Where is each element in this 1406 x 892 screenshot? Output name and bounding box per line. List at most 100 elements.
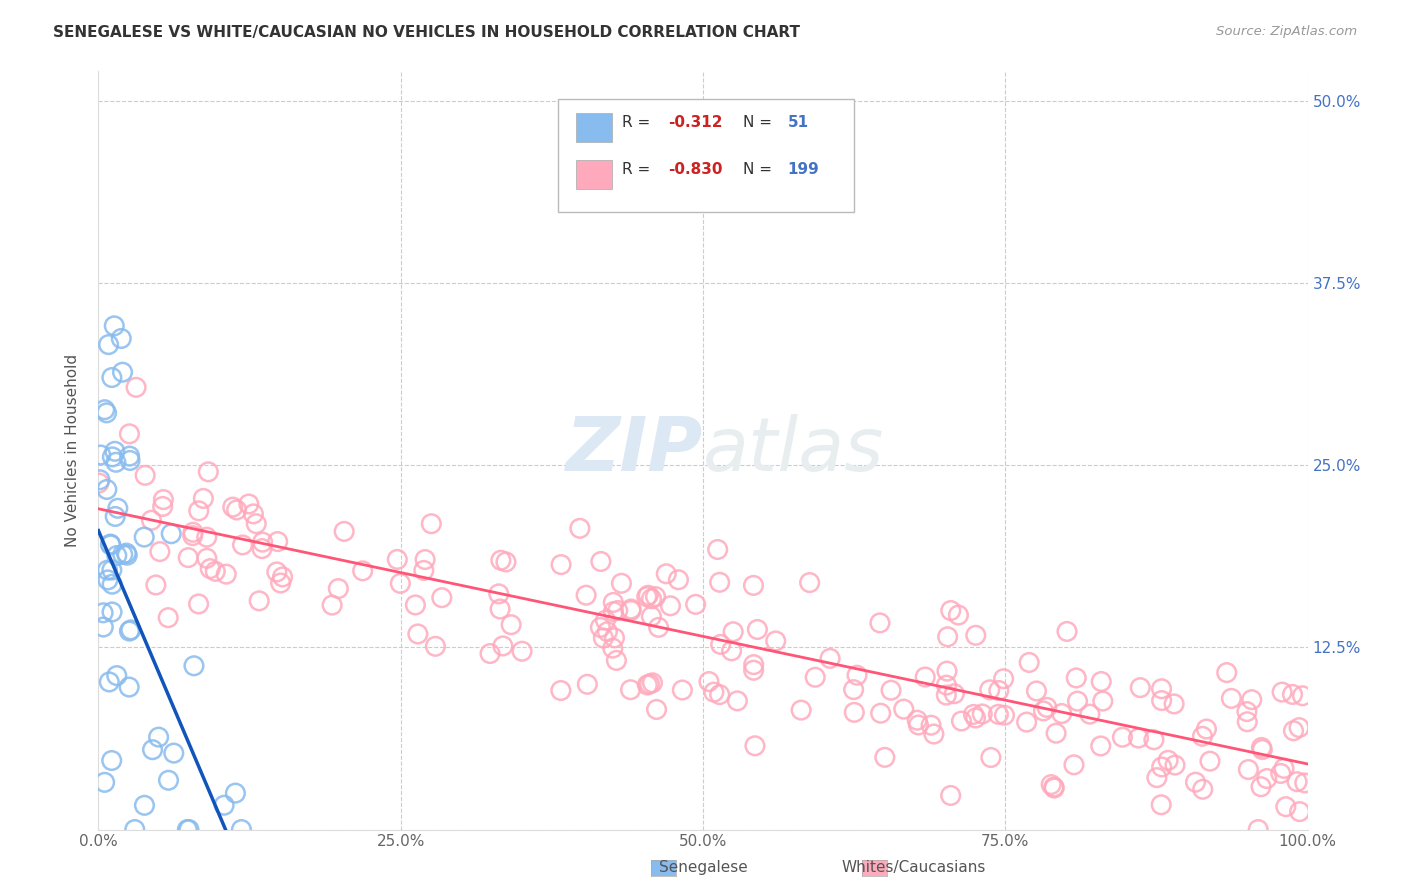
Point	[846, 668, 869, 682]
Point	[993, 708, 1015, 723]
Point	[225, 503, 247, 517]
Point	[920, 718, 942, 732]
Point	[1256, 772, 1278, 786]
Point	[1288, 721, 1310, 735]
Point	[1184, 775, 1206, 789]
Point	[935, 688, 957, 702]
Point	[224, 786, 246, 800]
Point	[142, 742, 165, 756]
Point	[1078, 707, 1101, 722]
Point	[703, 685, 725, 699]
Point	[1111, 730, 1133, 744]
Point	[655, 566, 678, 581]
Point	[118, 426, 141, 441]
Point	[1157, 753, 1180, 767]
Point	[1045, 726, 1067, 740]
Point	[602, 641, 624, 656]
Point	[640, 591, 662, 606]
Point	[1220, 691, 1243, 706]
Point	[87, 476, 110, 491]
Point	[907, 718, 929, 732]
Point	[668, 573, 690, 587]
Point	[645, 702, 668, 716]
Text: 199: 199	[787, 162, 820, 178]
Point	[118, 680, 141, 694]
Point	[101, 450, 124, 464]
Point	[869, 706, 891, 721]
Point	[1195, 722, 1218, 736]
Y-axis label: No Vehicles in Household: No Vehicles in Household	[65, 354, 80, 547]
Point	[1251, 742, 1274, 756]
Point	[111, 365, 134, 379]
Point	[893, 702, 915, 716]
Point	[1150, 693, 1173, 707]
Point	[987, 707, 1010, 722]
Point	[1066, 694, 1088, 708]
Point	[333, 524, 356, 539]
Point	[987, 683, 1010, 698]
Point	[1275, 799, 1298, 814]
Point	[187, 504, 209, 518]
Text: Source: ZipAtlas.com: Source: ZipAtlas.com	[1216, 25, 1357, 38]
Point	[592, 631, 614, 645]
Point	[596, 624, 619, 639]
Point	[568, 521, 591, 535]
Point	[270, 576, 292, 591]
Point	[873, 750, 896, 764]
Point	[413, 552, 436, 566]
Point	[602, 605, 624, 619]
Point	[163, 746, 186, 760]
Point	[177, 822, 200, 837]
Point	[103, 318, 125, 333]
Point	[222, 500, 245, 515]
Point	[1064, 671, 1087, 685]
Point	[880, 683, 903, 698]
Point	[965, 628, 987, 642]
Point	[1040, 778, 1063, 792]
Point	[495, 555, 517, 569]
Point	[742, 578, 765, 592]
Point	[104, 444, 127, 458]
Point	[905, 713, 928, 727]
Point	[501, 617, 523, 632]
Point	[93, 775, 115, 789]
Point	[91, 620, 114, 634]
Point	[939, 789, 962, 803]
Point	[215, 567, 238, 582]
Point	[804, 670, 827, 684]
Point	[183, 658, 205, 673]
Point	[939, 603, 962, 617]
Point	[790, 703, 813, 717]
Point	[799, 575, 821, 590]
Point	[247, 594, 270, 608]
Point	[212, 798, 235, 813]
Point	[709, 575, 731, 590]
Point	[266, 565, 288, 579]
Point	[610, 576, 633, 591]
Point	[914, 670, 936, 684]
Point	[157, 610, 180, 624]
Point	[979, 682, 1001, 697]
Text: 51: 51	[787, 115, 808, 129]
Point	[160, 526, 183, 541]
Point	[744, 739, 766, 753]
Point	[818, 651, 841, 665]
Point	[709, 688, 731, 702]
Point	[152, 492, 174, 507]
Point	[842, 682, 865, 697]
Point	[948, 608, 970, 623]
Point	[181, 525, 204, 540]
Text: -0.830: -0.830	[668, 162, 723, 178]
Point	[118, 624, 141, 638]
Point	[195, 530, 218, 544]
Point	[869, 615, 891, 630]
Point	[950, 714, 973, 728]
Point	[844, 706, 866, 720]
Point	[134, 468, 156, 483]
Point	[1281, 687, 1303, 701]
Point	[721, 624, 744, 639]
Point	[193, 491, 215, 506]
Point	[620, 603, 643, 617]
Point	[659, 599, 682, 613]
Point	[1146, 771, 1168, 785]
